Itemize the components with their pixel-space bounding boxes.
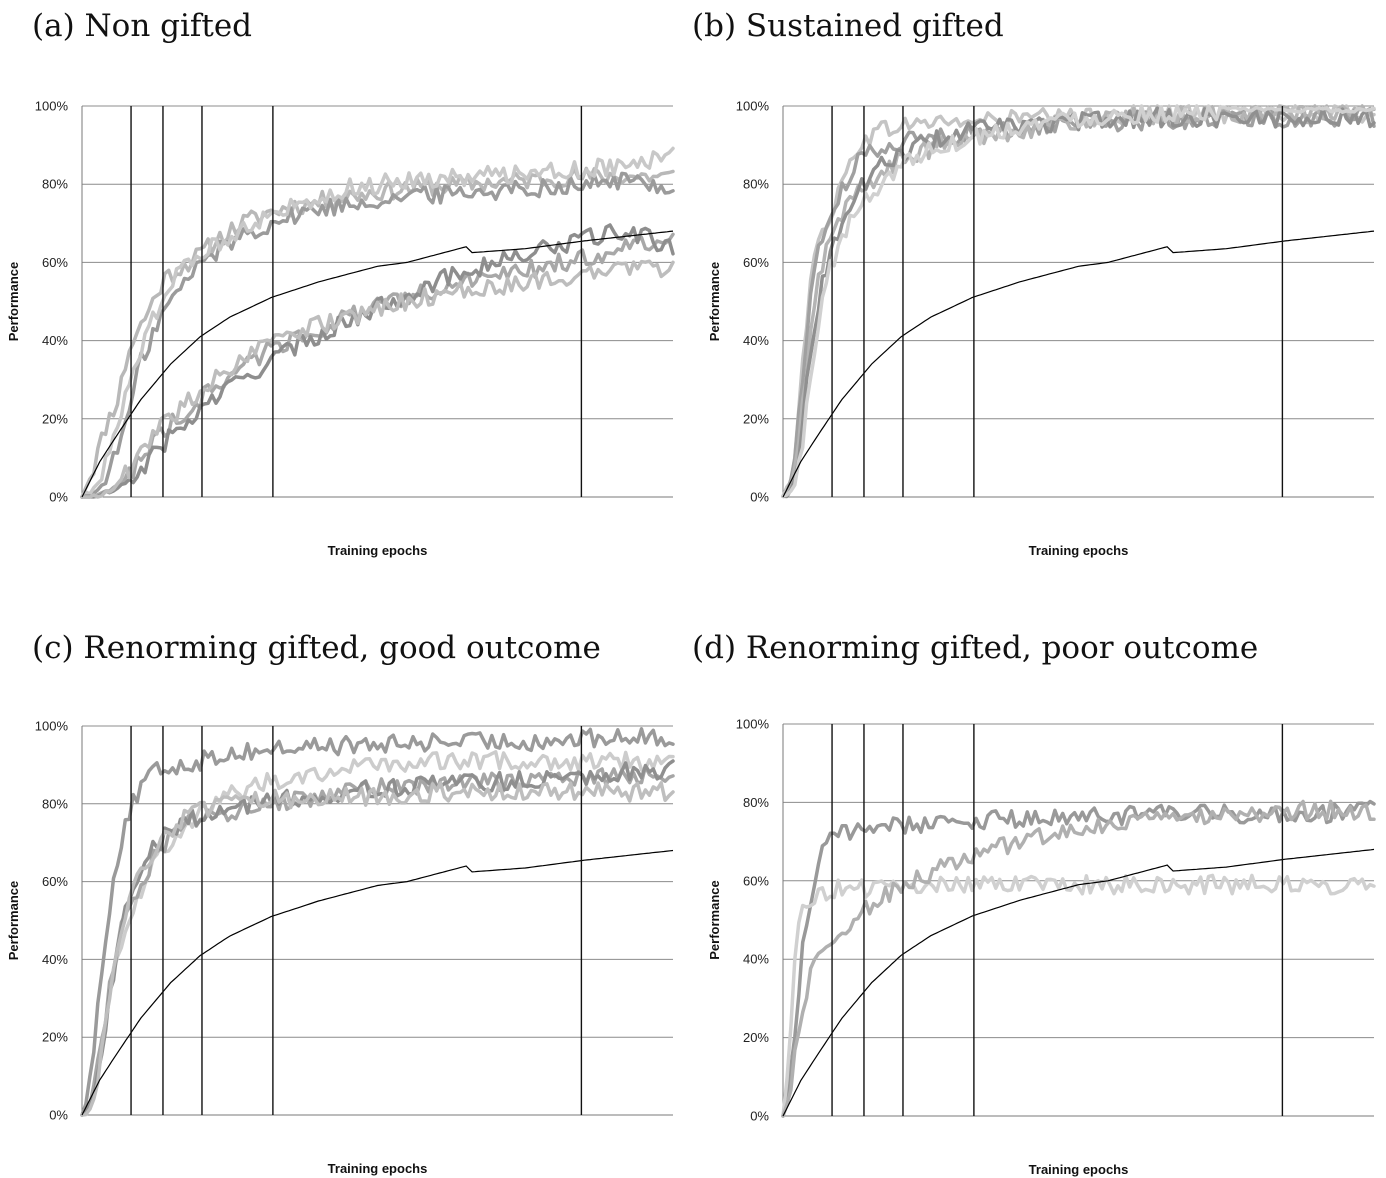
chart-d: 0% 20% 40% 60% 80% 100% Performance Training ep… [707,717,1376,1177]
panel-a: (a) Non gifted 0% 20% 40% 60% 80% 100% Perform… [0,0,693,589]
y-tick-label: 40% [743,333,769,348]
y-tick-label: 20% [42,1030,68,1045]
y-tick-label: 0% [750,490,769,505]
y-tick-label: 60% [743,255,769,270]
series-line [781,106,1376,499]
panel-title: (c) Renorming gifted, good outcome [32,630,601,666]
y-tick-label: 40% [42,952,68,967]
y-axis-label: Performance [707,262,722,341]
series-line [781,873,1376,1118]
y-axis-label: Performance [6,262,21,341]
series-line [80,223,675,499]
reference-line [782,848,1375,1117]
series-line [781,106,1376,499]
y-tick-label: 60% [42,255,68,270]
panel-d: (d) Renorming gifted, poor outcome 0% 20%… [692,620,1386,1178]
y-tick-label: 60% [42,874,68,889]
y-tick-label: 80% [743,177,769,192]
panel-title: (b) Sustained gifted [692,8,1004,44]
series-line [80,259,675,499]
y-tick-label: 0% [49,1108,68,1123]
y-tick-label: 80% [743,795,769,810]
series-line [781,799,1376,1118]
series-line [80,759,675,1117]
series-line [80,750,675,1117]
series-line [80,781,675,1117]
chart-a: 0% 20% 40% 60% 80% 100% Performance Training ep… [6,99,675,558]
x-axis-label: Training epochs [1029,543,1129,558]
chart-b: 0% 20% 40% 60% 80% 100% Performance Training ep… [707,99,1376,558]
y-axis-label: Performance [6,881,21,960]
x-axis-label: Training epochs [328,543,428,558]
y-tick-label: 40% [743,952,769,967]
series-line [781,104,1376,498]
y-tick-label: 20% [743,1030,769,1045]
series-line [781,104,1376,499]
chart-c: 0% 20% 40% 60% 80% 100% Performance Training ep… [6,719,675,1176]
panel-title: (a) Non gifted [32,8,253,44]
panel-c: (c) Renorming gifted, good outcome 0% 20%… [0,620,693,1178]
reference-line [81,230,674,498]
y-tick-label: 20% [743,411,769,426]
y-tick-label: 0% [49,490,68,505]
panel-b: (b) Sustained gifted 0% 20% 40% 60% 80% 100% P… [692,0,1386,589]
panel-title: (d) Renorming gifted, poor outcome [692,630,1259,666]
y-axis-label: Performance [707,880,722,959]
y-tick-label: 80% [42,796,68,811]
y-tick-label: 0% [750,1109,769,1124]
series-line [80,727,675,1117]
x-axis-label: Training epochs [1029,1162,1129,1177]
y-tick-label: 100% [736,717,770,732]
y-tick-label: 80% [42,177,68,192]
x-axis-label: Training epochs [328,1161,428,1176]
series-line [781,104,1376,499]
y-tick-label: 20% [42,411,68,426]
y-tick-label: 100% [35,99,69,114]
series-line [80,764,675,1117]
reference-line [782,230,1375,498]
y-tick-label: 40% [42,333,68,348]
y-tick-label: 60% [743,873,769,888]
series-line [80,166,675,499]
series-line [80,171,675,499]
y-tick-label: 100% [35,719,69,734]
series-line [80,146,675,499]
reference-line [81,849,674,1116]
y-tick-label: 100% [736,99,770,114]
